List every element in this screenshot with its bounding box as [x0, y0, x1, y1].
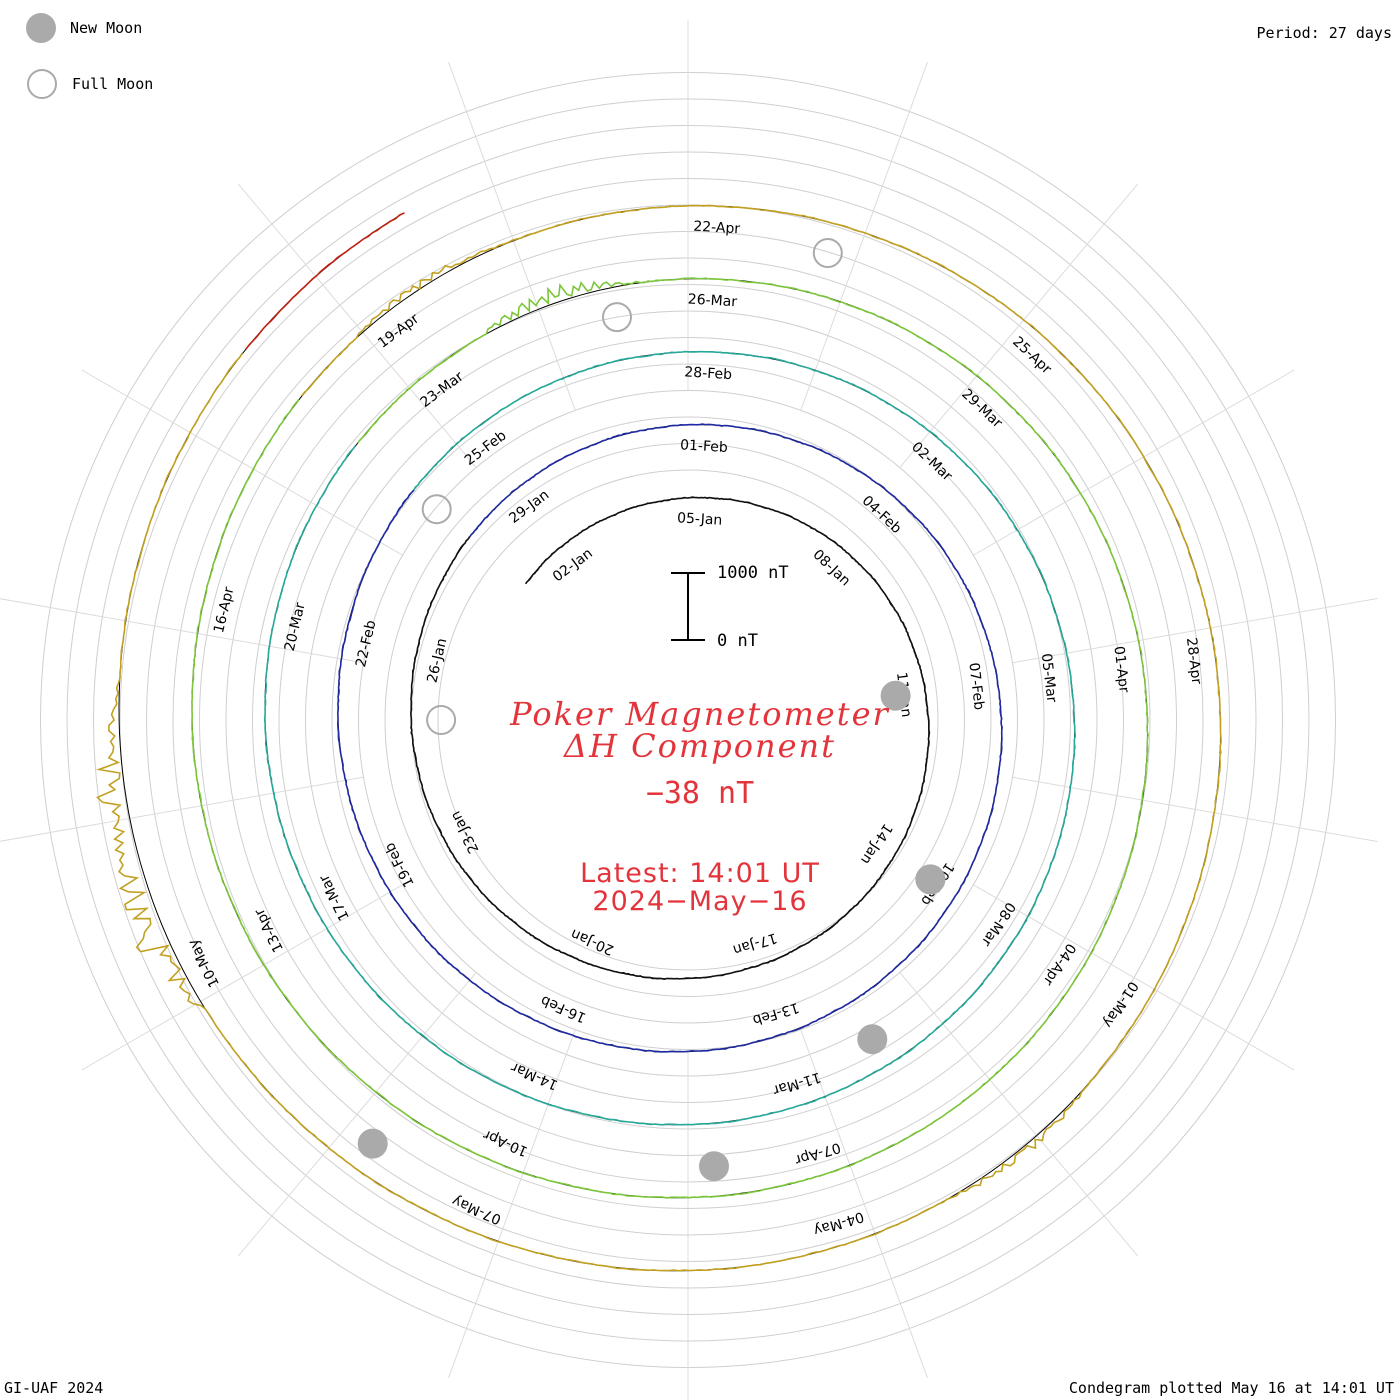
date-label: 22-Feb — [353, 619, 380, 669]
trace-cycle-3 — [263, 350, 1077, 1126]
scale-bar — [671, 572, 705, 641]
grid-spoke — [899, 183, 1139, 468]
magnetometer-traces — [95, 204, 1222, 1272]
date-label: 13-Feb — [751, 999, 801, 1028]
scale-bottom-label: 0 nT — [717, 631, 758, 651]
date-label: 11-Mar — [771, 1069, 823, 1099]
legend-new-moon: New Moon — [26, 13, 142, 43]
grid-ring — [358, 390, 1018, 1050]
grid-spoke — [800, 1029, 928, 1378]
date-label: 29-Jan — [506, 487, 552, 527]
grid-spoke — [0, 776, 364, 842]
date-label: 28-Apr — [1183, 637, 1204, 686]
full-moon-icon — [27, 69, 57, 99]
grid-spoke — [237, 183, 477, 468]
grid-spoke — [899, 972, 1139, 1257]
grid-spoke — [0, 598, 364, 664]
new-moon-icon — [26, 13, 56, 43]
date-label: 23-Jan — [448, 808, 483, 856]
date-label: 10-May — [185, 936, 223, 989]
date-label: 05-Jan — [677, 510, 723, 529]
date-label: 16-Feb — [538, 992, 588, 1026]
grid-spoke — [973, 884, 1295, 1071]
spoke-grid — [0, 20, 1378, 1400]
legend-full-moon: Full Moon — [26, 69, 153, 99]
grid-spoke — [800, 62, 928, 411]
grid-spoke — [1012, 597, 1378, 664]
trace-cycle-4 — [191, 277, 1149, 1199]
trace-cycle-1 — [410, 496, 931, 981]
date-label: 01-Feb — [680, 437, 729, 456]
trace-cycle-5 — [95, 204, 1222, 1272]
current-value: −38 nT — [645, 776, 755, 811]
moon-markers — [357, 238, 946, 1182]
new-moon-marker — [880, 680, 911, 711]
period-label: Period: 27 days — [1256, 24, 1392, 42]
full-moon-marker — [426, 705, 457, 735]
date-label: 02-Mar — [908, 439, 955, 485]
grid-spoke — [81, 884, 403, 1071]
scale-top-label: 1000 nT — [717, 563, 789, 583]
date-label: 16-Apr — [211, 585, 237, 634]
date-label: 26-Jan — [424, 637, 450, 685]
new-moon-marker — [857, 1024, 888, 1055]
chart-title: Poker Magnetometer — [510, 695, 890, 733]
new-moon-marker — [357, 1128, 388, 1159]
full-moon-marker — [602, 302, 632, 333]
grid-spoke — [1012, 776, 1378, 843]
grid-spoke — [81, 369, 403, 556]
date-label: 29-Mar — [958, 386, 1005, 432]
plotted-label: Condegram plotted May 16 at 14:01 UT — [1068, 1379, 1394, 1397]
date-label: 28-Feb — [684, 364, 733, 383]
date-label: 17-Mar — [316, 872, 353, 923]
new-moon-marker — [699, 1151, 729, 1182]
grid-spoke — [448, 62, 576, 411]
trace-cycle-6 — [245, 212, 405, 350]
date-label: 13-Apr — [252, 906, 287, 955]
latest-time: Latest: 14:01 UT — [580, 858, 820, 889]
legend-new-moon-label: New Moon — [70, 19, 143, 37]
date-label: 26-Mar — [687, 291, 737, 310]
new-moon-marker — [915, 864, 946, 895]
date-label: 01-Apr — [1110, 645, 1131, 694]
date-label: 19-Feb — [382, 840, 418, 890]
grid-ring — [384, 416, 992, 1024]
trace-cycle-2 — [336, 423, 1003, 1053]
date-label: 20-Jan — [568, 925, 616, 958]
grid-spoke — [237, 972, 477, 1257]
full-moon-marker — [421, 494, 452, 525]
grid-spoke — [973, 369, 1295, 556]
date-label: 10-Apr — [481, 1126, 531, 1159]
full-moon-marker — [812, 238, 843, 268]
date-label: 14-Mar — [509, 1059, 561, 1093]
grid-ring — [437, 469, 939, 971]
legend-full-moon-label: Full Moon — [72, 75, 154, 93]
grid-spoke — [448, 1029, 576, 1378]
date-label: 02-Jan — [550, 545, 596, 585]
date-label: 05-Mar — [1038, 652, 1060, 703]
credit-label: GI-UAF 2024 — [4, 1379, 104, 1397]
date-label: 07-Feb — [965, 662, 986, 711]
date-label: 22-Apr — [693, 219, 741, 238]
date-label: 17-Jan — [731, 929, 779, 957]
latest-date: 2024−May−16 — [592, 886, 808, 917]
chart-subtitle: ΔH Component — [563, 727, 837, 765]
date-label: 20-Mar — [282, 601, 309, 653]
